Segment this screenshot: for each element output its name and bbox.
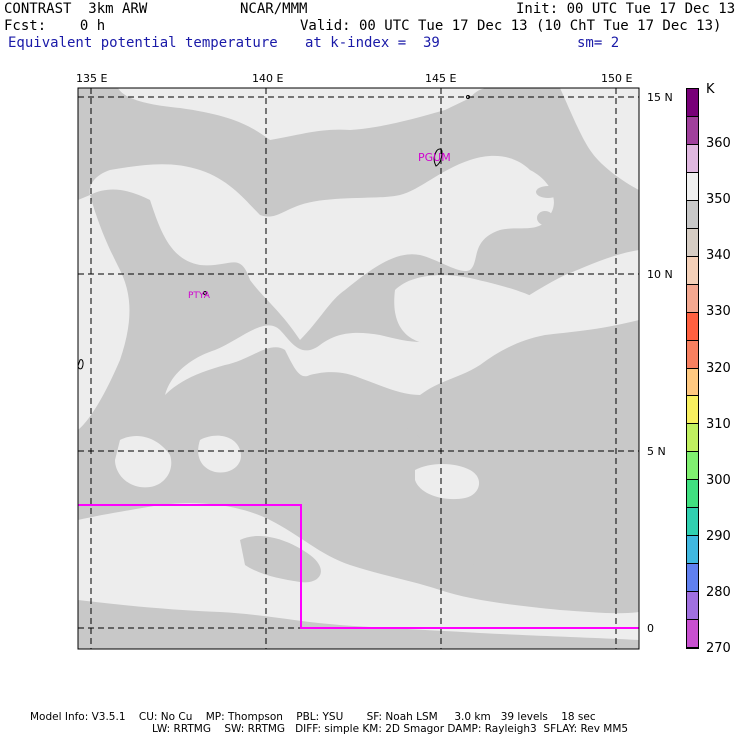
colorbar-swatch: [687, 424, 698, 453]
station-label-pgum: PGUM: [418, 151, 451, 164]
colorbar-swatch: [687, 116, 698, 145]
organization: NCAR/MMM: [240, 1, 308, 17]
colorbar-swatch: [687, 89, 698, 117]
colorbar-label: 290: [706, 528, 731, 544]
colorbar-label: 350: [706, 192, 731, 208]
colorbar-label: 280: [706, 584, 731, 600]
lat-label-10: 10 N: [647, 268, 673, 281]
colorbar-swatch: [687, 172, 698, 201]
model-info-line1: Model Info: V3.5.1 CU: No Cu MP: Thompso…: [30, 711, 596, 723]
colorbar-swatch: [687, 368, 698, 397]
lon-label-150: 150 E: [601, 72, 633, 85]
init-time: Init: 00 UTC Tue 17 Dec 13: [516, 1, 736, 17]
colorbar-swatch: [687, 284, 698, 313]
colorbar-label: 300: [706, 472, 731, 488]
colorbar-swatch: [687, 228, 698, 257]
colorbar-swatch: [687, 508, 698, 537]
colorbar-label: 320: [706, 360, 731, 376]
valid-time: Valid: 00 UTC Tue 17 Dec 13 (10 ChT Tue …: [300, 18, 722, 34]
colorbar-label: 310: [706, 416, 731, 432]
colorbar-swatch: [687, 452, 698, 481]
colorbar-swatch: [687, 312, 698, 341]
field-name: Equivalent potential temperature: [8, 35, 278, 51]
forecast-hour: Fcst: 0 h: [4, 18, 106, 34]
colorbar-swatch: [687, 536, 698, 565]
colorbar-swatch: [687, 480, 698, 509]
colorbar-label: 360: [706, 136, 731, 152]
lon-label-135: 135 E: [76, 72, 108, 85]
colorbar-unit: K: [706, 82, 715, 97]
model-info-line2: LW: RRTMG SW: RRTMG DIFF: simple KM: 2D …: [152, 723, 629, 735]
lat-label-0: 0: [647, 622, 654, 635]
level-info: at k-index = 39: [305, 35, 440, 51]
map-frame: [77, 87, 640, 650]
colorbar-swatch: [687, 564, 698, 593]
colorbar: [686, 88, 699, 649]
graticule: [78, 88, 639, 649]
colorbar-label: 330: [706, 304, 731, 320]
domain-boundary: [78, 504, 639, 629]
colorbar-swatch: [687, 256, 698, 285]
colorbar-swatch: [687, 144, 698, 173]
colorbar-swatch: [687, 592, 698, 621]
station-label-ptya: PTYA: [188, 291, 211, 301]
lon-label-140: 140 E: [252, 72, 284, 85]
colorbar-swatch: [687, 340, 698, 369]
colorbar-label: 270: [706, 641, 731, 656]
island-dot-palau: [203, 291, 207, 295]
colorbar-swatch: [687, 200, 698, 229]
lon-label-145: 145 E: [425, 72, 457, 85]
colorbar-swatch: [687, 396, 698, 425]
smoothing-info: sm= 2: [577, 35, 620, 51]
lat-label-5: 5 N: [647, 445, 666, 458]
colorbar-swatch: [687, 620, 698, 649]
model-title: CONTRAST 3km ARW: [4, 1, 148, 17]
lat-label-15: 15 N: [647, 91, 673, 104]
colorbar-label: 340: [706, 248, 731, 264]
